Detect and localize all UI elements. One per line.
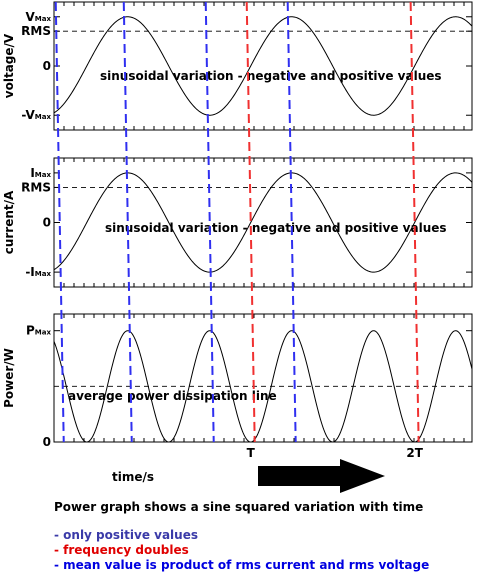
x-tick-label-T: T	[247, 446, 256, 460]
note-frequency-doubles: - frequency doubles	[54, 543, 189, 557]
y-axis-label: Power/W	[2, 348, 16, 408]
y-tick-main: RMS	[21, 24, 51, 38]
y-tick-subscript: Max	[35, 329, 52, 337]
y-tick-main: RMS	[21, 180, 51, 194]
y-tick-main: -I	[25, 265, 34, 279]
y-tick-subscript: Max	[35, 171, 52, 179]
y-tick-main: 0	[43, 216, 51, 230]
panel-annotation: sinusoidal variation - negative and posi…	[105, 221, 447, 235]
panel-2: PMax 0 Power/W average power dissipation li…	[2, 313, 473, 449]
y-tick-subscript: Max	[35, 270, 52, 278]
y-tick-label: -IMax	[25, 265, 51, 279]
y-tick-label: 0	[43, 216, 51, 230]
y-tick-label: RMS	[21, 24, 51, 38]
y-tick-label: 0	[43, 59, 51, 73]
y-tick-label: PMax	[26, 324, 51, 338]
x-tick-label-2T: 2T	[406, 446, 423, 460]
reference-lines	[54, 1, 420, 443]
y-tick-label: 0	[43, 435, 51, 449]
y-tick-label: IMax	[30, 166, 51, 180]
notes-block: Power graph shows a sine squared variati…	[54, 500, 482, 573]
blue-dashed-reference-line	[204, 1, 215, 443]
y-tick-main: P	[26, 324, 35, 338]
y-tick-label: VMax	[25, 10, 51, 24]
figure-caption: Power graph shows a sine squared variati…	[54, 500, 424, 514]
y-tick-main: 0	[43, 435, 51, 449]
series-line-current-A	[53, 172, 473, 273]
time-direction-arrow-icon	[258, 459, 385, 493]
plot-frame	[53, 313, 473, 443]
panel-annotation: sinusoidal variation - negative and posi…	[100, 69, 442, 83]
red-dashed-reference-line	[245, 1, 256, 443]
y-axis-label: voltage/V	[2, 33, 16, 98]
blue-dashed-reference-line	[54, 1, 65, 443]
series-line-Power-W	[53, 330, 473, 443]
y-tick-label: -VMax	[21, 108, 51, 122]
y-tick-label: RMS	[21, 180, 51, 194]
y-tick-main: 0	[43, 59, 51, 73]
y-tick-subscript: Max	[35, 15, 52, 23]
blue-dashed-reference-line	[122, 1, 133, 443]
x-axis-annotations: T 2T time/s	[112, 446, 424, 493]
panel-annotation: average power dissipation line	[68, 389, 277, 403]
y-axis-label: current/A	[2, 190, 16, 254]
note-mean-value: - mean value is product of rms current a…	[54, 558, 430, 572]
blue-dashed-reference-line	[286, 1, 297, 443]
y-tick-main: I	[30, 166, 34, 180]
y-tick-main: -V	[21, 108, 35, 122]
y-tick-subscript: Max	[35, 113, 52, 121]
note-only-positive: - only positive values	[54, 528, 198, 542]
x-axis-label: time/s	[112, 470, 154, 484]
y-tick-main: V	[25, 10, 35, 24]
red-dashed-reference-line	[409, 1, 420, 443]
